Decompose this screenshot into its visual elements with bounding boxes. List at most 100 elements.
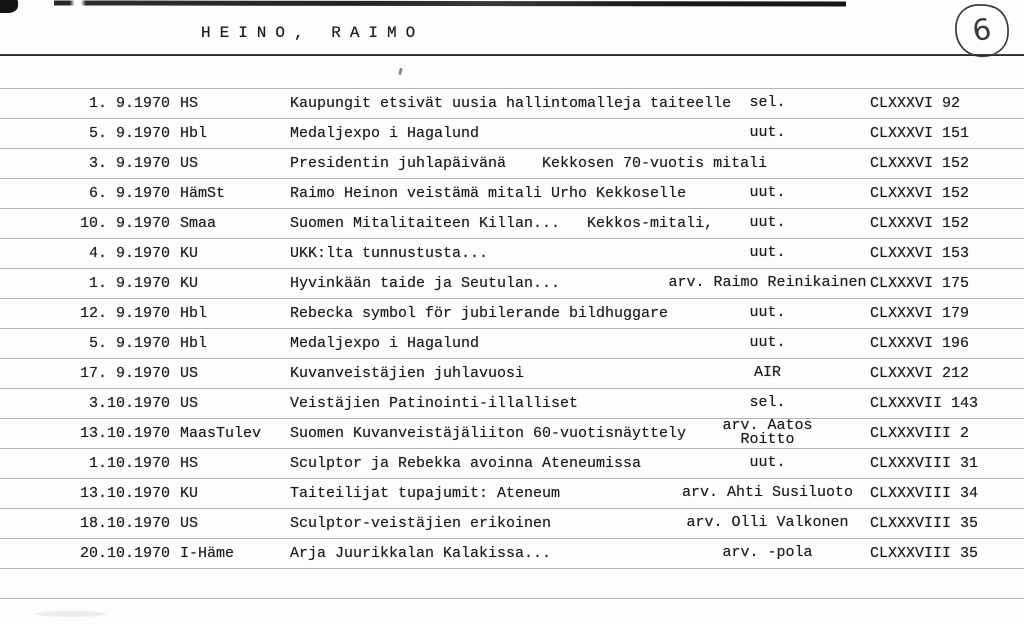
entry-title: Hyvinkään taide ja Seutulan... [290,274,561,292]
entry-volume: CLXXXVII [870,394,943,412]
entry-reference: CLXXXVI 152 [870,186,1000,201]
entry-page: 34 [960,484,979,502]
entry-volume: CLXXXVIII [870,454,952,472]
entry-annotation: sel. [749,94,786,111]
entry-row: 6. 9.1970 HämSt Raimo Heinon veistämä mi… [0,178,1024,208]
entry-annotation: uut. [749,214,786,231]
entry-title: Medaljexpo i Hagalund [290,124,480,142]
entry-source: HS [180,94,199,112]
entry-annotation: arv. Aatos Roitto [722,417,813,448]
entry-volume: CLXXXVI [870,334,934,352]
entry-page: 35 [960,544,979,562]
entry-page: 35 [960,514,979,532]
entry-source: HS [180,454,199,472]
entry-reference: CLXXXVI 151 [870,126,1000,141]
entry-source: Smaa [180,214,217,232]
entry-annotation: uut. [749,124,786,141]
entry-date: 10. 9.1970 [79,214,170,232]
scan-artifact-corner [0,0,18,13]
entry-date: 5. 9.1970 [88,124,170,142]
entry-page: 179 [942,304,970,322]
header-rule [0,54,1024,56]
entry-page: 31 [960,454,979,472]
entry-row: 17. 9.1970 US Kuvanveistäjien juhlavuosi… [0,358,1024,388]
entry-page: 196 [942,334,970,352]
entry-annotation: uut. [749,304,786,321]
entry-date: 6. 9.1970 [88,184,170,202]
entry-page: 152 [942,184,970,202]
entry-row: 5. 9.1970 Hbl Medaljexpo i Hagalund uut.… [0,328,1024,358]
entry-date: 4. 9.1970 [88,244,170,262]
entry-date: 12. 9.1970 [79,304,170,322]
handwritten-circle-icon [955,4,1009,58]
entry-volume: CLXXXVIII [870,424,952,442]
entry-source: KU [180,274,199,292]
entry-title: Sculptor-veistäjien erikoinen [290,514,552,532]
entry-source: US [180,514,199,532]
entry-reference: CLXXXVI 179 [870,306,1000,321]
entry-page: 175 [942,274,970,292]
entry-date: 1. 9.1970 [88,94,170,112]
entry-annotation: sel. [749,394,786,411]
entry-reference: CLXXXVI 152 [870,216,1000,231]
entry-title: Suomen Mitalitaiteen Killan... Kekkos-mi… [290,214,714,232]
entry-reference: CLXXXVIII 34 [870,486,1000,501]
scan-artifact-speck [398,67,403,76]
entry-row: 3.10.1970 US Veistäjien Patinointi-illal… [0,388,1024,418]
entry-page: 153 [942,244,970,262]
entry-source: HämSt [180,184,226,202]
entry-annotation: uut. [749,454,786,471]
entry-volume: CLXXXVIII [870,544,952,562]
entry-date: 17. 9.1970 [79,364,170,382]
entry-source: MaasTulev [180,424,262,442]
entry-volume: CLXXXVI [870,364,934,382]
entry-date: 13.10.1970 [79,484,170,502]
entry-reference: CLXXXVII 143 [870,396,1000,411]
entry-date: 1.10.1970 [88,454,170,472]
entry-title: Veistäjien Patinointi-illalliset [290,394,579,412]
entry-title: Presidentin juhlapäivänä Kekkosen 70-vuo… [290,154,768,172]
entry-page: 152 [942,214,970,232]
entry-date: 3. 9.1970 [88,154,170,172]
entry-reference: CLXXXVI 175 [870,276,1000,291]
entry-reference: CLXXXVIII 2 [870,426,1000,441]
scan-artifact-smudge [36,611,106,617]
entry-page: 92 [942,94,961,112]
entry-title: Sculptor ja Rebekka avoinna Ateneumissa [290,454,642,472]
entry-page: 2 [960,424,970,442]
entry-source: US [180,364,199,382]
entry-reference: CLXXXVI 152 [870,156,1000,171]
entry-source: Hbl [180,124,208,142]
entry-reference: CLXXXVI 196 [870,336,1000,351]
entry-date: 3.10.1970 [88,394,170,412]
entry-row: 1. 9.1970 KU Hyvinkään taide ja Seutulan… [0,268,1024,298]
entry-page: 212 [942,364,970,382]
entry-row: 13.10.1970 MaasTulev Suomen Kuvanveistäj… [0,418,1024,448]
entry-row: 5. 9.1970 Hbl Medaljexpo i Hagalund uut.… [0,118,1024,148]
entry-row: 1.10.1970 HS Sculptor ja Rebekka avoinna… [0,448,1024,478]
entry-title: Taiteilijat tupajumit: Ateneum [290,484,561,502]
entry-row: 4. 9.1970 KU UKK:lta tunnustusta... uut.… [0,238,1024,268]
entry-date: 20.10.1970 [79,544,170,562]
entry-source: Hbl [180,334,208,352]
entry-reference: CLXXXVI 212 [870,366,1000,381]
scan-artifact-top-band [53,0,847,7]
entry-title: Kaupungit etsivät uusia hallintomalleja … [290,94,732,112]
entry-title: Arja Juurikkalan Kalakissa... [290,544,552,562]
entry-annotation: uut. [749,184,786,201]
entry-volume: CLXXXVIII [870,514,952,532]
entries-table: 1. 9.1970 HS Kaupungit etsivät uusia hal… [0,88,1024,599]
entry-row: 1. 9.1970 HS Kaupungit etsivät uusia hal… [0,88,1024,118]
entry-row: 3. 9.1970 US Presidentin juhlapäivänä Ke… [0,148,1024,178]
entry-source: US [180,154,199,172]
entry-date: 13.10.1970 [79,424,170,442]
entry-title: Kuvanveistäjien juhlavuosi [290,364,525,382]
entry-row: 18.10.1970 US Sculptor-veistäjien erikoi… [0,508,1024,538]
entry-title: Suomen Kuvanveistäjäliiton 60-vuotisnäyt… [290,424,687,442]
entry-volume: CLXXXVI [870,124,934,142]
entry-title: Medaljexpo i Hagalund [290,334,480,352]
entry-source: Hbl [180,304,208,322]
entry-date: 5. 9.1970 [88,334,170,352]
entry-date: 18.10.1970 [79,514,170,532]
